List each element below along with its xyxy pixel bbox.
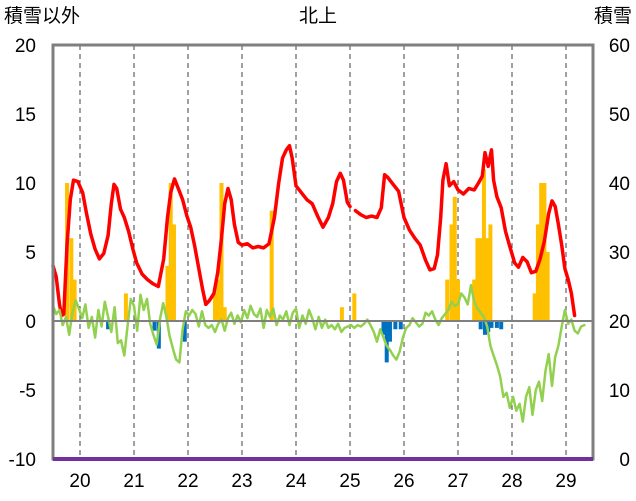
axes — [51, 43, 595, 461]
snow-bar — [532, 293, 537, 321]
y-axis-left-label: 積雪以外 — [4, 5, 80, 27]
blue-bar — [483, 321, 487, 335]
y-axis-right-label: 積雪 — [594, 5, 632, 27]
y-ticks-left: 20 15 10 5 0 -5 -10 — [9, 36, 36, 471]
gridlines — [79, 45, 567, 459]
snow-depth-bars — [65, 169, 550, 321]
x-tick-label-26: 26 — [393, 471, 414, 492]
snow-bar — [222, 307, 227, 321]
y-tick-left--10: -10 — [9, 450, 36, 471]
y-tick-left-0: 0 — [25, 312, 36, 333]
snow-bar — [481, 169, 486, 321]
y-tick-right-10: 10 — [609, 381, 630, 402]
snow-bar — [339, 307, 344, 321]
snow-bar — [165, 265, 170, 321]
blue-bar — [478, 321, 483, 330]
x-tick-label-22: 22 — [177, 471, 198, 492]
snow-bar — [452, 196, 457, 321]
snow-bar — [542, 183, 547, 321]
snow-bar — [445, 279, 450, 321]
snow-bar — [545, 252, 550, 321]
series-lines — [51, 143, 586, 423]
snow-bar — [352, 293, 357, 321]
x-tick-label-21: 21 — [123, 471, 144, 492]
x-tick-label-24: 24 — [285, 471, 307, 492]
series-line-0 — [51, 143, 352, 318]
y-ticks-right: 60 50 40 30 20 10 0 — [609, 36, 630, 471]
snow-bar — [478, 238, 483, 321]
snow-bar — [485, 238, 490, 321]
y-tick-right-20: 20 — [609, 312, 630, 333]
y-tick-left-15: 15 — [15, 105, 36, 126]
y-tick-right-40: 40 — [609, 174, 630, 195]
series-line-1 — [353, 148, 577, 318]
blue-bars — [106, 321, 504, 363]
snow-bar — [488, 224, 493, 321]
x-tick-label-20: 20 — [69, 471, 90, 492]
y-tick-left-10: 10 — [15, 174, 36, 195]
snow-bar — [213, 293, 217, 321]
blue-bar — [494, 321, 499, 328]
blue-bar — [106, 321, 111, 330]
blue-bar — [381, 321, 386, 335]
blue-bar — [393, 321, 398, 330]
blue-bar — [499, 321, 504, 330]
y-tick-left-5: 5 — [25, 243, 36, 264]
snow-bar — [475, 238, 480, 321]
y-tick-right-0: 0 — [619, 450, 630, 471]
x-tick-label-29: 29 — [555, 471, 576, 492]
snow-bar — [123, 293, 128, 321]
snow-bar — [535, 224, 540, 321]
snow-bar — [216, 279, 221, 321]
y-tick-left-20: 20 — [15, 36, 36, 57]
series-line-2 — [51, 283, 586, 423]
x-tick-label-23: 23 — [231, 471, 252, 492]
y-tick-left--5: -5 — [19, 381, 36, 402]
snow-bar — [449, 224, 454, 321]
blue-bar — [387, 321, 392, 342]
x-ticks: 20 21 22 23 24 25 26 27 28 29 — [69, 471, 576, 492]
snow-bar — [168, 183, 173, 321]
x-tick-label-27: 27 — [447, 471, 468, 492]
blue-bar — [152, 321, 157, 331]
y-tick-right-50: 50 — [609, 105, 630, 126]
blue-bar — [398, 321, 403, 330]
x-tick-label-25: 25 — [339, 471, 360, 492]
blue-bar — [384, 321, 389, 363]
y-tick-right-60: 60 — [609, 36, 630, 57]
x-tick-label-28: 28 — [501, 471, 522, 492]
blue-bar — [489, 321, 494, 328]
snow-bar — [171, 224, 176, 321]
snow-bar — [269, 210, 274, 321]
snow-bar — [69, 238, 74, 321]
blue-bar — [182, 321, 187, 342]
chart-title: 北上 — [299, 5, 337, 27]
y-tick-right-30: 30 — [609, 243, 630, 264]
